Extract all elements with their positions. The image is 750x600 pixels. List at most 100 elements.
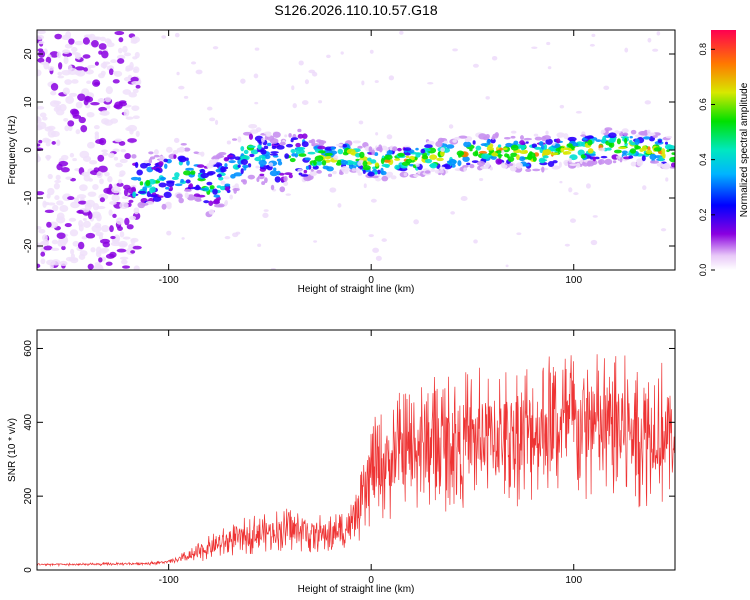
spectrogram-cell [415,163,420,167]
spectrogram-cell [63,56,69,65]
spectrogram-cell [283,181,289,187]
spectrogram-cell [394,164,400,170]
snr-x-tick-label: 100 [565,575,582,586]
spectrogram-cell [556,138,561,144]
spectrogram-cell [445,144,455,149]
spectrogram-cell [49,51,60,58]
spectrogram-cell [670,162,675,168]
spectrogram-cell [57,75,65,79]
spectrogram-cell [65,31,72,39]
spectrogram-cell [253,73,259,79]
spectrogram-cell [122,45,128,53]
spectrogram-cell [478,133,487,140]
snr-frame [36,329,676,571]
spectrogram-cell [337,203,342,208]
spectrogram-cell [39,112,47,118]
spectrogram-y-label: Frequency (Hz) [7,116,18,185]
spectrogram-cell [91,225,102,233]
spectrogram-cell [460,195,468,202]
spectrogram-cell [248,123,258,129]
spectrogram-cell [151,166,155,170]
spectrogram-cell [169,186,174,191]
spectrogram-cell [56,212,65,221]
spectrogram-cell [316,160,323,166]
spectrogram-cell [638,131,648,136]
spectrogram-cell [40,258,46,265]
spectrogram-cell [413,174,419,177]
spectrogram-cell [110,235,116,240]
spectrogram-cell [128,199,134,203]
spectrogram-cell [64,223,72,228]
spectrogram-cell [545,138,553,145]
spectrogram-cell [75,101,83,109]
spectrogram-cell [269,170,279,177]
spectrogram-cell [122,89,132,95]
spectrogram-cell [642,136,651,140]
spectrogram-cell [284,153,290,159]
spectrogram-cell [454,136,461,140]
spectrogram-cell [466,162,471,166]
spectrogram-cell [105,261,113,266]
spectrogram-cell [645,149,653,155]
spectrogram-cell [255,127,262,133]
spectrogram-cell [218,176,224,181]
spectrogram-cell [384,154,393,160]
spectrogram-cell [124,152,131,160]
spectrogram-cell [90,101,100,106]
spectrogram-cell [362,160,368,167]
spectrogram-cell [86,111,95,118]
spectrogram-cell [313,159,317,166]
spectrogram-cell [51,239,59,245]
spectrogram-cell [616,138,621,145]
spectrogram-cell [375,177,381,182]
spectrogram-cell [502,147,508,151]
spectrogram-cell [55,174,61,181]
spectrogram-cell [119,231,125,238]
spectrogram-cell [113,156,119,161]
spectrogram-cell [446,160,452,164]
spectrogram-cell [516,154,520,161]
spectrogram-cell [299,149,305,154]
spectrogram-cell [304,157,311,161]
spectrogram-cell [311,71,318,77]
colorbar-gradient [711,30,736,270]
spectrogram-cell [370,198,377,203]
spectrogram-cell [324,155,332,160]
spectrogram-cell [505,264,509,268]
spectrogram-cell [216,173,222,178]
spectrogram-cell [184,188,192,192]
spectrogram-cell [125,67,131,72]
spectrogram-cell [123,188,128,197]
spectrogram-cell [355,168,361,174]
spectrogram-cell [653,147,662,152]
spectrogram-cell [471,160,479,164]
spectrogram-cell [600,155,608,159]
spectrogram-cell [80,124,88,133]
spectrogram-cell [101,50,109,59]
spectrogram-cell [636,160,643,167]
spectrogram-cell [652,48,659,52]
spectrogram-cell [519,150,528,155]
spectrogram-cell [249,153,255,158]
spectrogram-cell [534,146,541,150]
spectrogram-cell [91,39,99,48]
spectrogram-cell [69,152,75,158]
spectrogram-cell [285,143,294,148]
spectrogram-cell [326,166,334,172]
spectrogram-cell [240,78,246,84]
spectrogram-cell [458,135,468,139]
spectrogram-cell [422,155,429,160]
spectrogram-cell [292,103,297,109]
spectrogram-cell [346,148,356,155]
spectrogram-cell [240,159,249,165]
spectrogram-cell [342,143,348,148]
spectrogram-cell [216,185,222,189]
spectrogram-cell [480,143,488,147]
spectrogram-cell [95,231,104,237]
spectrogram-cell [58,62,63,70]
spectrogram-cell [131,105,140,111]
spectrogram-cell [384,164,390,168]
spectrogram-cell [375,255,382,261]
spectrogram-cell [180,178,184,183]
spectrogram-cell [301,141,309,148]
